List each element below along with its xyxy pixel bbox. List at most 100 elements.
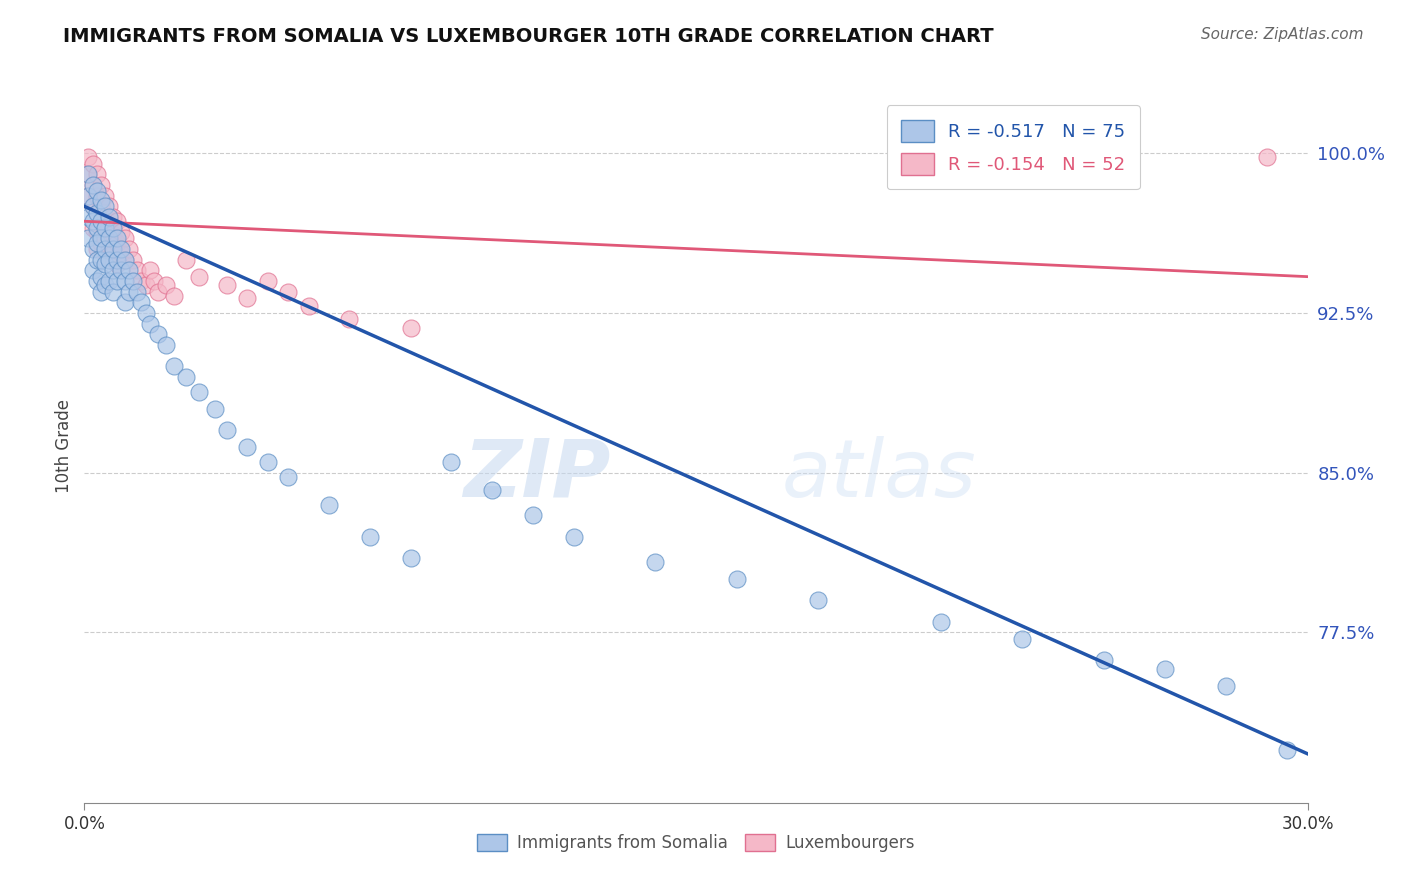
Text: Source: ZipAtlas.com: Source: ZipAtlas.com	[1201, 27, 1364, 42]
Point	[101, 227, 124, 241]
Point	[110, 263, 132, 277]
Point	[1277, 742, 1299, 756]
Point	[118, 285, 141, 299]
Point	[481, 483, 503, 497]
Point	[187, 384, 209, 399]
Point	[93, 257, 115, 271]
Point	[562, 529, 585, 543]
Point	[114, 252, 136, 267]
Point	[135, 306, 157, 320]
Point	[929, 615, 952, 629]
Point	[90, 193, 112, 207]
Point	[277, 470, 299, 484]
Point	[138, 317, 160, 331]
Text: atlas: atlas	[782, 435, 976, 514]
Text: IMMIGRANTS FROM SOMALIA VS LUXEMBOURGER 10TH GRADE CORRELATION CHART: IMMIGRANTS FROM SOMALIA VS LUXEMBOURGER …	[63, 27, 994, 45]
Point	[86, 225, 108, 239]
Point	[807, 593, 830, 607]
Point	[90, 199, 112, 213]
Point	[86, 188, 108, 202]
Point	[93, 188, 115, 202]
Point	[90, 269, 112, 284]
Point	[93, 278, 115, 293]
Point	[93, 242, 115, 256]
Point	[86, 220, 108, 235]
Point	[86, 274, 108, 288]
Point	[114, 274, 136, 288]
Point	[110, 225, 132, 239]
Point	[359, 529, 381, 543]
Point	[399, 320, 422, 334]
Point	[318, 498, 340, 512]
Point	[217, 278, 239, 293]
Point	[339, 312, 361, 326]
Point	[101, 285, 124, 299]
Point	[93, 210, 115, 224]
Point	[90, 178, 112, 192]
Point	[174, 369, 197, 384]
Point	[101, 246, 124, 260]
Point	[155, 338, 177, 352]
Point	[131, 295, 153, 310]
Point	[90, 231, 112, 245]
Point	[101, 220, 124, 235]
Point	[90, 285, 112, 299]
Point	[142, 274, 165, 288]
Point	[82, 199, 104, 213]
Point	[82, 242, 104, 256]
Point	[82, 220, 104, 235]
Point	[114, 231, 136, 245]
Point	[105, 214, 128, 228]
Point	[77, 168, 100, 182]
Point	[86, 235, 108, 250]
Point	[114, 252, 136, 267]
Text: ZIP: ZIP	[463, 435, 610, 514]
Point	[105, 231, 128, 245]
Y-axis label: 10th Grade: 10th Grade	[55, 399, 73, 493]
Point	[82, 214, 104, 228]
Point	[1256, 150, 1278, 164]
Point	[105, 235, 128, 250]
Point	[93, 231, 115, 245]
Point	[77, 150, 100, 164]
Point	[97, 210, 120, 224]
Point	[90, 235, 112, 250]
Point	[138, 263, 160, 277]
Point	[90, 252, 112, 267]
Point	[90, 214, 112, 228]
Point	[163, 359, 186, 373]
Point	[105, 257, 128, 271]
Point	[77, 188, 100, 202]
Point	[644, 555, 666, 569]
Point	[101, 263, 124, 277]
Point	[97, 220, 120, 235]
Point	[298, 300, 321, 314]
Point	[77, 231, 100, 245]
Point	[90, 214, 112, 228]
Point	[127, 285, 149, 299]
Point	[110, 246, 132, 260]
Point	[97, 242, 120, 256]
Point	[110, 242, 132, 256]
Point	[97, 199, 120, 213]
Point	[174, 252, 197, 267]
Point	[236, 440, 259, 454]
Point	[440, 455, 463, 469]
Point	[82, 263, 104, 277]
Point	[82, 178, 104, 192]
Point	[522, 508, 544, 523]
Point	[118, 242, 141, 256]
Point	[93, 220, 115, 235]
Point	[204, 401, 226, 416]
Point	[725, 572, 748, 586]
Point	[77, 188, 100, 202]
Point	[127, 263, 149, 277]
Legend: Immigrants from Somalia, Luxembourgers: Immigrants from Somalia, Luxembourgers	[471, 827, 921, 859]
Point	[82, 178, 104, 192]
Point	[122, 252, 145, 267]
Point	[97, 274, 120, 288]
Point	[105, 274, 128, 288]
Point	[1092, 653, 1115, 667]
Point	[399, 550, 422, 565]
Point	[77, 210, 100, 224]
